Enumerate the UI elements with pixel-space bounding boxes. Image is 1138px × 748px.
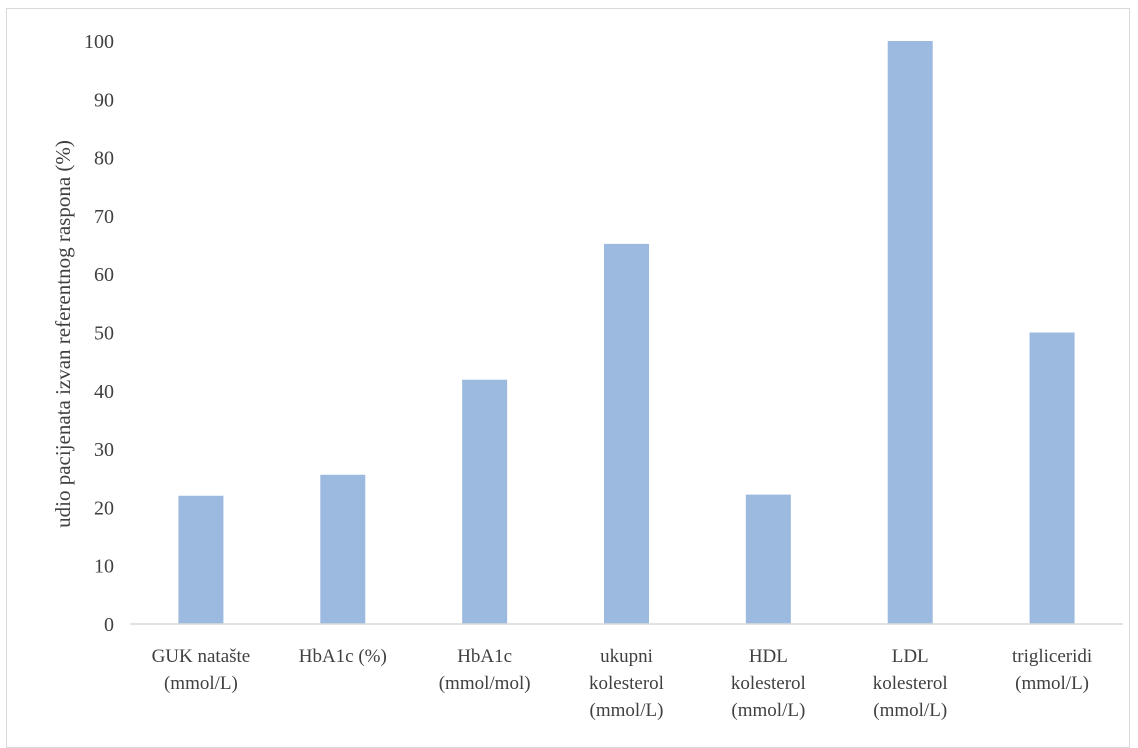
y-axis-title: udio pacijenata izvan referentnog raspon…: [51, 140, 75, 528]
bar: [462, 379, 508, 624]
category-label: (mmol/L): [1015, 673, 1089, 694]
y-tick-label: 70: [94, 206, 114, 228]
y-tick-label: 0: [104, 614, 114, 636]
bar: [320, 474, 366, 624]
bars: [178, 41, 1075, 624]
y-tick-label: 10: [94, 556, 114, 578]
category-label: (mmol/L): [164, 673, 238, 694]
category-label: (mmol/L): [731, 700, 805, 721]
y-tick-label: 80: [94, 148, 114, 170]
bar: [887, 41, 933, 624]
y-tick-label: 100: [84, 31, 114, 53]
category-label: trigliceridi: [1012, 646, 1092, 667]
category-label: HbA1c (%): [299, 646, 387, 667]
bar: [178, 495, 224, 624]
category-label: HDL: [749, 646, 788, 667]
category-label: kolesterol: [731, 673, 806, 694]
y-tick-label: 30: [94, 439, 114, 461]
x-axis-labels: GUK natašte (mmol/L) HbA1c (%) HbA1c (mmol/m…: [152, 646, 1093, 721]
category-label: HbA1c: [457, 646, 512, 667]
category-label: ukupni: [600, 646, 653, 667]
bar: [745, 494, 791, 624]
category-label: kolesterol: [873, 673, 948, 694]
y-tick-label: 50: [94, 323, 114, 345]
category-label: (mmol/mol): [439, 673, 531, 694]
bar-chart: udio pacijenata izvan referentnog raspon…: [51, 31, 1123, 721]
y-tick-label: 20: [94, 497, 114, 519]
category-label: (mmol/L): [590, 700, 664, 721]
y-tick-label: 60: [94, 264, 114, 286]
category-label: LDL: [892, 646, 929, 667]
y-axis-ticks: 0 10 20 30 40 50 60 70 80 90 100: [84, 31, 114, 636]
category-label: (mmol/L): [873, 700, 947, 721]
bar: [1029, 332, 1075, 624]
bar: [604, 243, 649, 624]
y-tick-label: 40: [94, 381, 114, 403]
category-label: GUK natašte: [152, 646, 251, 667]
y-tick-label: 90: [94, 89, 114, 111]
category-label: kolesterol: [589, 673, 664, 694]
